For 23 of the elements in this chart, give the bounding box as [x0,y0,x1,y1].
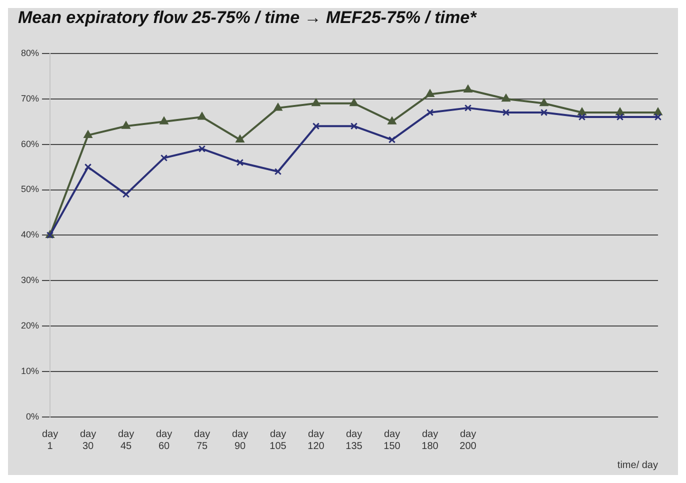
y-tick-label: 10% [21,366,40,376]
y-tick-label: 70% [21,93,40,104]
x-tick-label: day 105 [270,428,287,452]
y-tick-label: 30% [21,275,40,286]
y-tick-label: 0% [26,411,40,422]
y-tick-label: 20% [21,320,40,331]
x-tick-label: day 180 [422,428,439,452]
y-tick-label: 40% [21,230,40,240]
x-tick-label: day 45 [118,428,134,452]
y-tick-label: 80% [21,48,40,58]
x-axis-title: time/ day [617,460,658,471]
x-tick-label: day 120 [308,428,325,452]
y-tick-label: 50% [21,184,40,194]
x-tick-label: day 90 [232,428,248,452]
y-tick-label: 60% [21,138,40,149]
x-tick-label: day 30 [80,428,96,452]
x-tick-label: day 60 [156,428,172,452]
chart-title: Mean expiratory flow 25-75% / time → MEF25-75% / time* [18,8,478,27]
x-tick-label: day 150 [384,428,401,452]
x-tick-label: day 135 [346,428,363,452]
x-tick-label: day 200 [460,428,477,452]
x-tick-label: day 75 [194,428,210,452]
x-tick-label: day 1 [42,428,58,452]
